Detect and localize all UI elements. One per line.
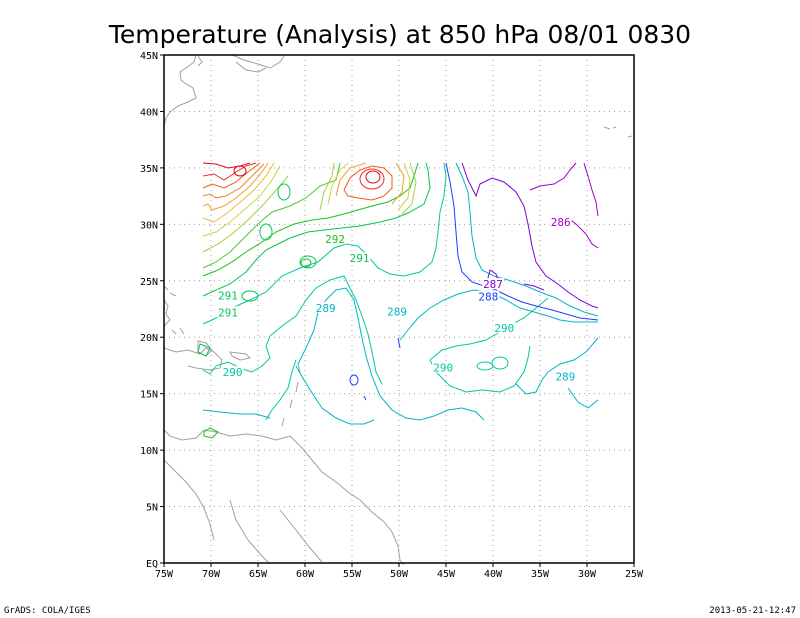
contour-label-bg xyxy=(432,361,455,373)
x-tick-label: 65W xyxy=(249,569,268,580)
contour-label: 290 xyxy=(494,322,514,335)
contour-label-bg xyxy=(482,278,504,290)
x-tick-label: 70W xyxy=(202,569,221,580)
longitude-ticks: 75W 70W 65W 60W 55W 50W 45W 40W 35W 30W 25W xyxy=(155,563,644,580)
contour-label: 291 xyxy=(218,306,238,319)
temperature-contours xyxy=(197,162,599,439)
contour-label: 289 xyxy=(555,371,575,384)
contour-label-bg xyxy=(221,366,244,378)
contour-label-bg xyxy=(549,216,572,228)
y-tick-label: 10N xyxy=(140,446,158,457)
y-tick-label: 25N xyxy=(140,277,158,288)
contour-label: 291 xyxy=(218,289,238,302)
x-tick-label: 60W xyxy=(296,569,315,580)
contour-label-bg xyxy=(216,289,239,301)
x-tick-label: 50W xyxy=(390,569,409,580)
contour-label: 292 xyxy=(325,233,345,246)
contour-label: 289 xyxy=(387,305,407,318)
footer-right: 2013-05-21-12:47 xyxy=(709,606,796,616)
contour-label: 290 xyxy=(223,366,243,379)
contour-label-bg xyxy=(493,322,516,334)
x-tick-label: 35W xyxy=(531,569,550,580)
x-tick-label: 75W xyxy=(155,569,174,580)
contour-label: 289 xyxy=(316,302,336,315)
contour-label: 287 xyxy=(483,278,503,291)
contour-label: 290 xyxy=(433,362,453,375)
map-title: Temperature (Analysis) at 850 hPa 08/01 … xyxy=(108,20,691,49)
y-tick-label: 30N xyxy=(140,220,158,231)
y-tick-label: EQ xyxy=(146,559,158,570)
contour-label-bg xyxy=(324,233,347,245)
contour-label: 286 xyxy=(551,216,571,229)
contour-label-bg xyxy=(477,290,500,302)
y-tick-label: 40N xyxy=(140,107,158,118)
x-tick-label: 55W xyxy=(343,569,362,580)
y-tick-label: 45N xyxy=(140,51,158,62)
x-tick-label: 45W xyxy=(437,569,456,580)
y-tick-label: 15N xyxy=(140,390,158,401)
y-tick-label: 35N xyxy=(140,164,158,175)
contour-label-bg xyxy=(386,305,409,317)
x-tick-label: 25W xyxy=(625,569,644,580)
x-tick-label: 40W xyxy=(484,569,503,580)
footer-left: GrADS: COLA/IGES xyxy=(4,606,91,616)
contour-label: 291 xyxy=(350,252,370,265)
y-tick-label: 5N xyxy=(146,503,158,514)
contour-label-bg xyxy=(348,252,371,264)
contour-label-bg xyxy=(314,301,337,313)
contour-label: 288 xyxy=(478,291,498,304)
contour-label-bg xyxy=(554,370,577,382)
latitude-ticks: EQ 5N 10N 15N 20N 25N 30N 35N 40N 45N xyxy=(140,51,164,570)
contour-label-bg xyxy=(216,306,239,318)
x-tick-label: 30W xyxy=(578,569,597,580)
y-tick-label: 20N xyxy=(140,333,158,344)
